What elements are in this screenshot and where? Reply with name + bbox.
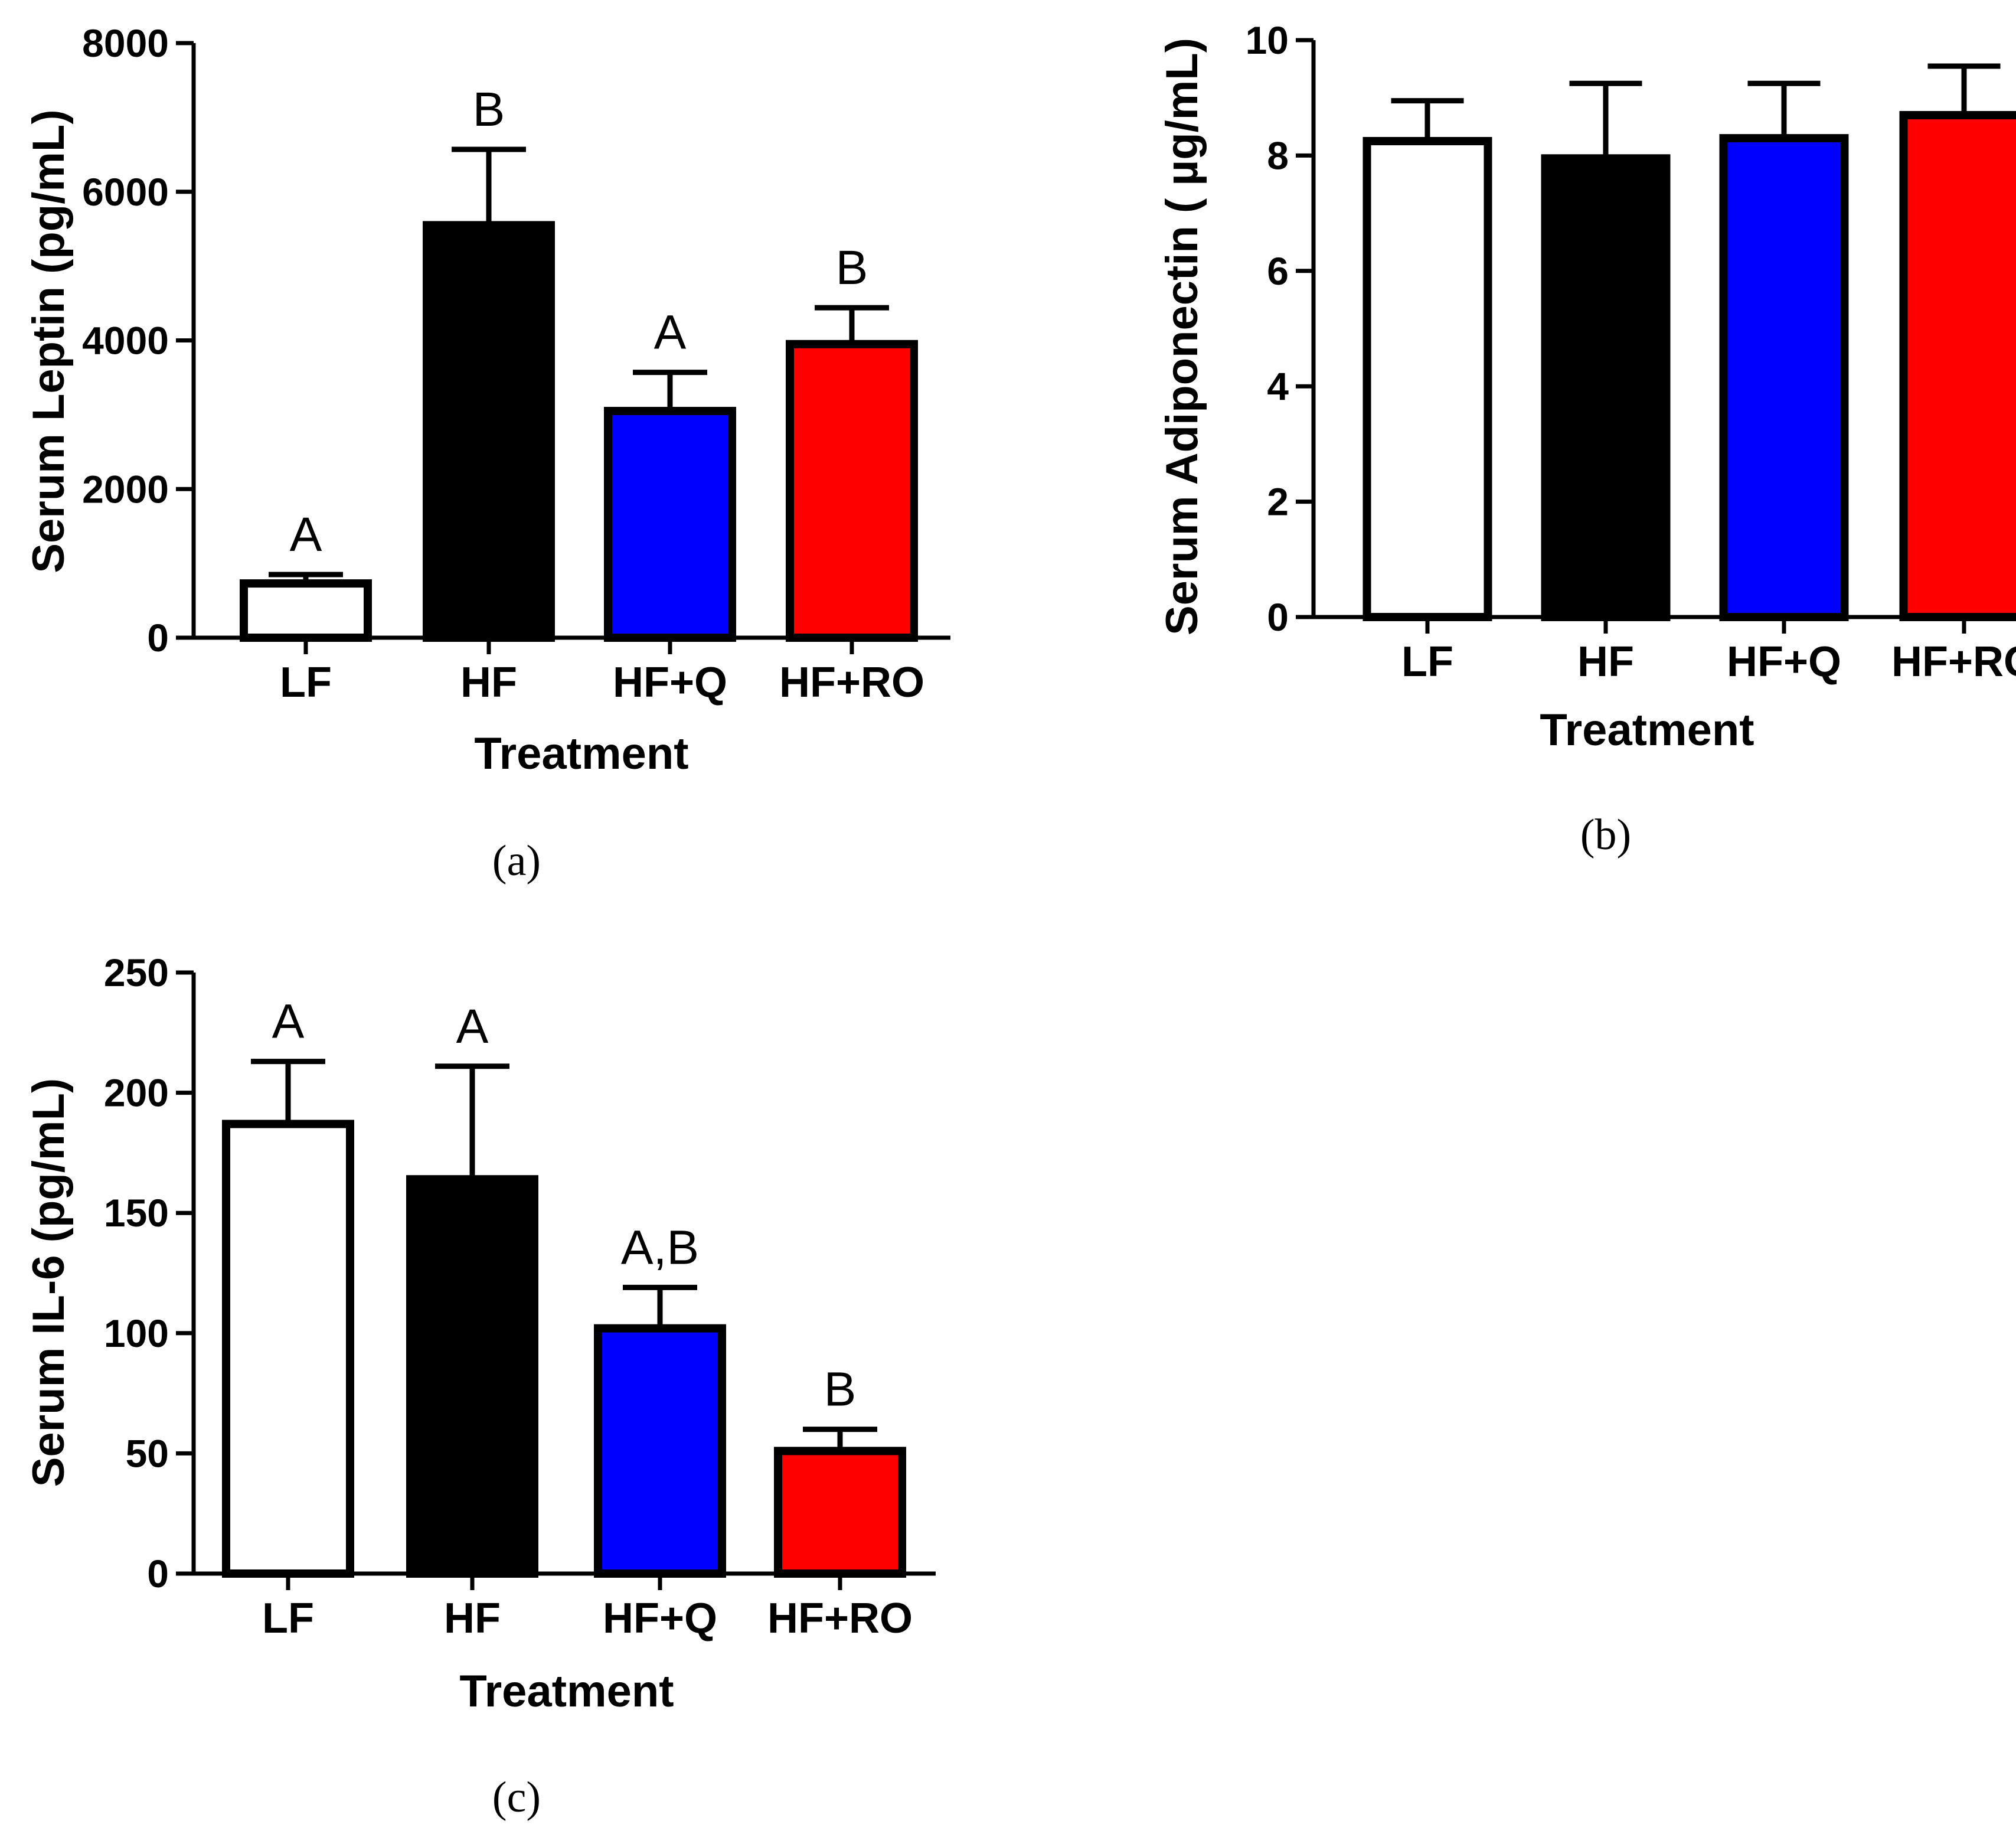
panel-c-xlabel: Treatment <box>459 1666 674 1716</box>
panel-b-y-tick-label: 8 <box>1267 133 1289 177</box>
panel-b-y-tick-label: 10 <box>1246 18 1289 62</box>
panel-c-y-tick-label: 150 <box>104 1191 169 1235</box>
panel-b-category-label-HF+RO: HF+RO <box>1891 638 2016 686</box>
panel-b-chart: Serum Adiponectin ( µg/mL) Treatment (b)… <box>1157 18 2016 859</box>
panel-b-y-tick-label: 0 <box>1267 595 1289 639</box>
panel-c-category-label-HF+RO: HF+RO <box>767 1595 913 1642</box>
panel-a-category-label-HF+Q: HF+Q <box>613 659 727 706</box>
panel-a-xlabel: Treatment <box>474 729 688 779</box>
panel-a-category-label-HF: HF <box>460 659 517 706</box>
panel-a-sig-label-HF+RO: B <box>836 241 868 295</box>
panel-c-bar-HF+Q <box>594 1324 726 1578</box>
panel-c-y-tick-label: 50 <box>126 1431 169 1475</box>
panel-a-bar-HF+RO <box>786 340 918 642</box>
panel-b-bar-HF <box>1541 154 1671 622</box>
panel-a-y-tick-label: 6000 <box>82 170 169 214</box>
panel-b-label: (b) <box>1580 811 1631 859</box>
panel-c-sig-label-LF: A <box>272 995 305 1049</box>
panel-c-category-label-HF+Q: HF+Q <box>603 1595 717 1642</box>
panel-a-y-tick-label: 8000 <box>82 21 169 65</box>
panel-c-y-tick-label: 250 <box>104 951 169 994</box>
panel-b-y-tick-label: 4 <box>1267 364 1289 408</box>
panel-a-label: (a) <box>492 837 541 885</box>
panel-b-bar-HF+Q <box>1719 134 1849 621</box>
panel-b-category-label-LF: LF <box>1401 638 1453 686</box>
panel-a-category-label-HF+RO: HF+RO <box>779 659 924 706</box>
panel-a-sig-label-HF+Q: A <box>654 306 687 360</box>
panel-a-sig-label-HF: B <box>473 83 505 136</box>
panel-c-category-label-LF: LF <box>262 1595 314 1642</box>
panel-c-y-tick-label: 0 <box>147 1552 169 1595</box>
panel-a-bar-LF <box>240 579 372 642</box>
panel-b-y-tick-label: 6 <box>1267 249 1289 293</box>
panel-c-bar-LF <box>222 1120 354 1578</box>
panel-c-ylabel: Serum IL-6 (pg/mL) <box>24 1078 74 1487</box>
panel-b-bar-HF+RO <box>1899 111 2016 621</box>
panel-c-y-tick-label: 100 <box>104 1311 169 1355</box>
panel-a-ylabel: Serum Leptin (pg/mL) <box>24 109 74 573</box>
panel-c-chart: Serum IL-6 (pg/mL) Treatment (c) A LF A HF A… <box>24 951 936 1822</box>
panel-a-y-tick-label: 4000 <box>82 319 169 363</box>
panel-c-y-tick-label: 200 <box>104 1071 169 1115</box>
panel-b-ylabel: Serum Adiponectin ( µg/mL) <box>1157 38 1207 635</box>
panel-c-sig-label-HF+RO: B <box>824 1363 857 1417</box>
panel-c-sig-label-HF: A <box>456 1000 489 1053</box>
panel-a-category-label-LF: LF <box>280 659 332 706</box>
panel-b-category-label-HF+Q: HF+Q <box>1727 638 1841 686</box>
panel-c-bar-HF+RO <box>774 1447 906 1578</box>
panel-a-bar-HF+Q <box>604 407 736 642</box>
panel-b-xlabel: Treatment <box>1540 705 1754 755</box>
panel-a-sig-label-LF: A <box>290 508 322 562</box>
panel-c-label: (c) <box>492 1773 541 1822</box>
panel-c-bar-HF <box>406 1175 538 1578</box>
panel-b-bar-LF <box>1362 136 1492 622</box>
panel-a-y-tick-label: 2000 <box>82 467 169 511</box>
panel-b-y-tick-label: 2 <box>1267 480 1289 524</box>
panel-b-category-label-HF: HF <box>1577 638 1634 686</box>
panel-a-bar-HF <box>423 221 555 642</box>
panel-a-y-tick-label: 0 <box>147 616 169 660</box>
panel-c-sig-label-HF+Q: A,B <box>621 1221 699 1274</box>
panel-c-category-label-HF: HF <box>444 1595 501 1642</box>
panel-a-chart: Serum Leptin (pg/mL) Treatment (a) A LF B H… <box>24 21 950 885</box>
